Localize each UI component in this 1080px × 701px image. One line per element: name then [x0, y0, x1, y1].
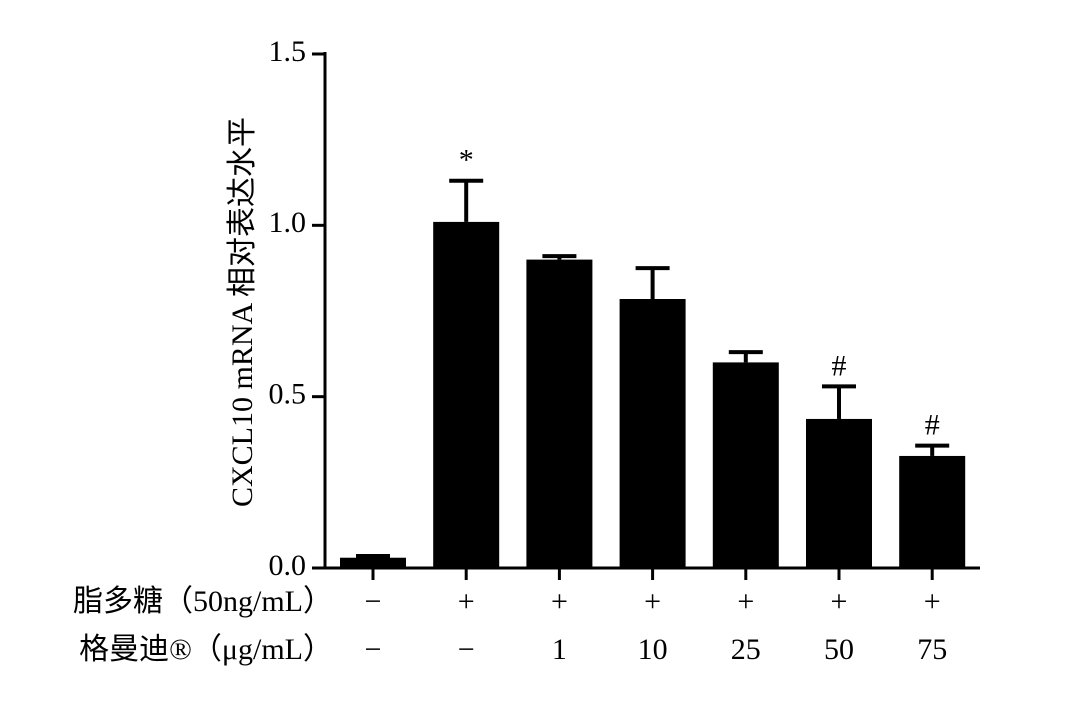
annotation: # — [925, 409, 940, 442]
x-tick-label: + — [924, 585, 941, 618]
y-tick-label: 1.5 — [269, 35, 307, 68]
row-label: 格曼迪®（μg/mL） — [79, 633, 333, 666]
bar — [899, 455, 966, 568]
y-tick-label: 0.5 — [269, 378, 307, 411]
x-tick-label: 10 — [638, 633, 668, 666]
annotation: # — [832, 349, 847, 382]
x-tick-label: 75 — [917, 633, 947, 666]
x-tick-label: 1 — [552, 633, 567, 666]
y-tick-label: 0.0 — [269, 549, 307, 582]
bar — [712, 362, 779, 568]
x-tick-label: − — [365, 585, 382, 618]
annotation: * — [459, 144, 474, 177]
y-axis-label: CXCL10 mRNA 相对表达水平 — [226, 117, 259, 507]
bar — [619, 299, 686, 568]
bar — [433, 221, 500, 568]
bar — [340, 557, 406, 568]
bar — [806, 418, 872, 568]
x-tick-label: + — [551, 585, 568, 618]
x-tick-label: 25 — [731, 633, 761, 666]
x-tick-label: 50 — [824, 633, 854, 666]
x-tick-label: − — [458, 633, 475, 666]
x-tick-label: − — [365, 633, 382, 666]
x-tick-label: + — [831, 585, 848, 618]
x-tick-label: + — [458, 585, 475, 618]
x-tick-label: + — [737, 585, 754, 618]
y-tick-label: 1.0 — [269, 206, 307, 239]
row-label: 脂多糖（50ng/mL） — [73, 585, 333, 618]
x-tick-label: + — [644, 585, 661, 618]
bar — [526, 259, 593, 568]
